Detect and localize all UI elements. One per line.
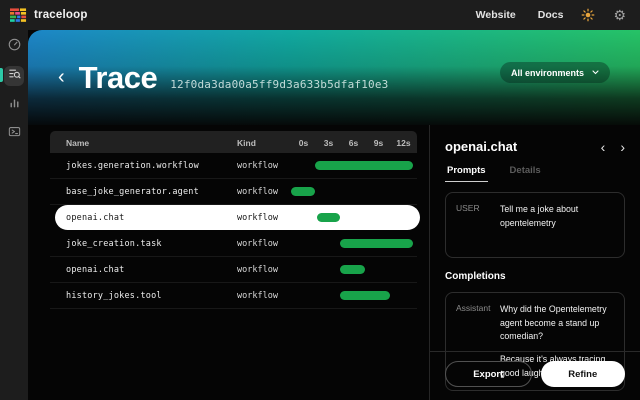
span-table: Name Kind 0s 3s 6s 9s 12s jokes.generation.w…	[50, 131, 420, 309]
axis-tick-label: 12s	[396, 138, 411, 148]
website-link[interactable]: Website	[475, 9, 516, 21]
span-kind: workflow	[237, 213, 278, 223]
export-button[interactable]: Export	[445, 361, 532, 387]
sidebar-item-dashboard[interactable]	[4, 37, 24, 57]
environment-dropdown-label: All environments	[510, 67, 584, 78]
span-duration-bar	[316, 213, 341, 222]
theme-sun-icon[interactable]	[581, 8, 595, 22]
docs-link[interactable]: Docs	[537, 9, 564, 21]
span-kind: workflow	[237, 187, 278, 197]
span-duration-bar	[340, 265, 366, 274]
back-chevron-icon[interactable]: ‹	[58, 65, 65, 88]
environment-dropdown[interactable]: All environments	[499, 62, 610, 83]
span-kind: workflow	[237, 239, 278, 249]
table-row[interactable]: openai.chat workflow	[50, 257, 417, 283]
trace-search-icon	[7, 66, 22, 86]
message-role: USER	[456, 203, 480, 213]
panel-tabs: Prompts Details	[445, 165, 625, 182]
span-name: openai.chat	[66, 265, 125, 275]
app-shell: ‹ Trace 12f0da3da00a5ff9d3a633b5dfaf10e3…	[0, 30, 640, 400]
table-row[interactable]: jokes.generation.workflow workflow	[50, 153, 417, 179]
span-name: jokes.generation.workflow	[66, 161, 199, 171]
sidebar-active-indicator	[0, 68, 3, 82]
sidebar	[0, 30, 28, 400]
settings-gear-icon[interactable]: ⚙	[613, 7, 626, 23]
panel-title: openai.chat	[445, 139, 518, 154]
span-name: base_joke_generator.agent	[66, 187, 199, 197]
table-row[interactable]: base_joke_generator.agent workflow	[50, 179, 417, 205]
sidebar-item-metrics[interactable]	[4, 95, 24, 115]
chevron-down-icon	[592, 70, 599, 75]
main-content: ‹ Trace 12f0da3da00a5ff9d3a633b5dfaf10e3…	[28, 30, 640, 400]
column-header-name: Name	[66, 138, 90, 148]
span-kind: workflow	[237, 265, 278, 275]
tab-details[interactable]: Details	[509, 165, 541, 176]
top-bar: traceloop Website Docs ⚙	[0, 0, 640, 30]
sidebar-item-traces[interactable]	[4, 66, 24, 86]
axis-tick-label: 6s	[348, 138, 359, 148]
axis-tick-label: 3s	[323, 138, 334, 148]
span-kind: workflow	[237, 291, 278, 301]
table-row[interactable]: openai.chat workflow	[50, 205, 420, 231]
prompts-list: USER Tell me a joke about opentelemetry	[445, 192, 625, 258]
message-box: USER Tell me a joke about opentelemetry	[445, 192, 625, 258]
refine-button[interactable]: Refine	[540, 361, 625, 387]
timeline-axis: 0s 3s 6s 9s 12s	[291, 138, 416, 148]
span-duration-bar	[291, 187, 316, 196]
sidebar-item-playground[interactable]	[4, 124, 24, 144]
trace-header: ‹ Trace 12f0da3da00a5ff9d3a633b5dfaf10e3…	[28, 30, 640, 125]
traceloop-logo-icon[interactable]	[10, 7, 27, 23]
axis-tick-label: 0s	[298, 138, 309, 148]
message-text: Tell me a joke about opentelemetry	[500, 204, 579, 228]
axis-tick-label: 9s	[373, 138, 384, 148]
column-header-kind: Kind	[237, 138, 256, 148]
trace-title-group: Trace 12f0da3da00a5ff9d3a633b5dfaf10e3	[65, 60, 389, 96]
console-icon	[7, 124, 22, 144]
next-span-chevron-icon[interactable]: ›	[620, 138, 625, 155]
span-name: joke_creation.task	[66, 239, 162, 249]
bar-chart-icon	[7, 95, 22, 115]
span-name: openai.chat	[66, 213, 125, 223]
span-name: history_jokes.tool	[66, 291, 162, 301]
table-row[interactable]: history_jokes.tool workflow	[50, 283, 417, 309]
span-table-header: Name Kind 0s 3s 6s 9s 12s	[50, 131, 417, 153]
span-table-body: jokes.generation.workflow workflow base_jo…	[50, 153, 420, 309]
gauge-icon	[7, 37, 22, 57]
span-duration-bar	[340, 239, 414, 248]
panel-header: openai.chat ‹ ›	[445, 139, 625, 154]
span-detail-panel: openai.chat ‹ › Prompts Details USER Tell…	[429, 125, 640, 400]
message-role: Assistant	[456, 303, 491, 313]
brand-name: traceloop	[34, 9, 88, 21]
span-duration-bar	[315, 161, 414, 170]
span-duration-bar	[340, 291, 391, 300]
panel-footer: Export Refine	[430, 351, 640, 400]
page-title: Trace	[78, 59, 158, 95]
prev-span-chevron-icon[interactable]: ‹	[600, 138, 606, 155]
tab-prompts[interactable]: Prompts	[445, 165, 488, 182]
trace-body: Name Kind 0s 3s 6s 9s 12s jokes.generation.w…	[28, 125, 640, 400]
span-table-section: Name Kind 0s 3s 6s 9s 12s jokes.generation.w…	[28, 125, 429, 400]
trace-id: 12f0da3da00a5ff9d3a633b5dfaf10e3	[170, 77, 389, 91]
table-row[interactable]: joke_creation.task workflow	[50, 231, 417, 257]
span-kind: workflow	[237, 161, 278, 171]
completions-section-label: Completions	[445, 271, 506, 282]
